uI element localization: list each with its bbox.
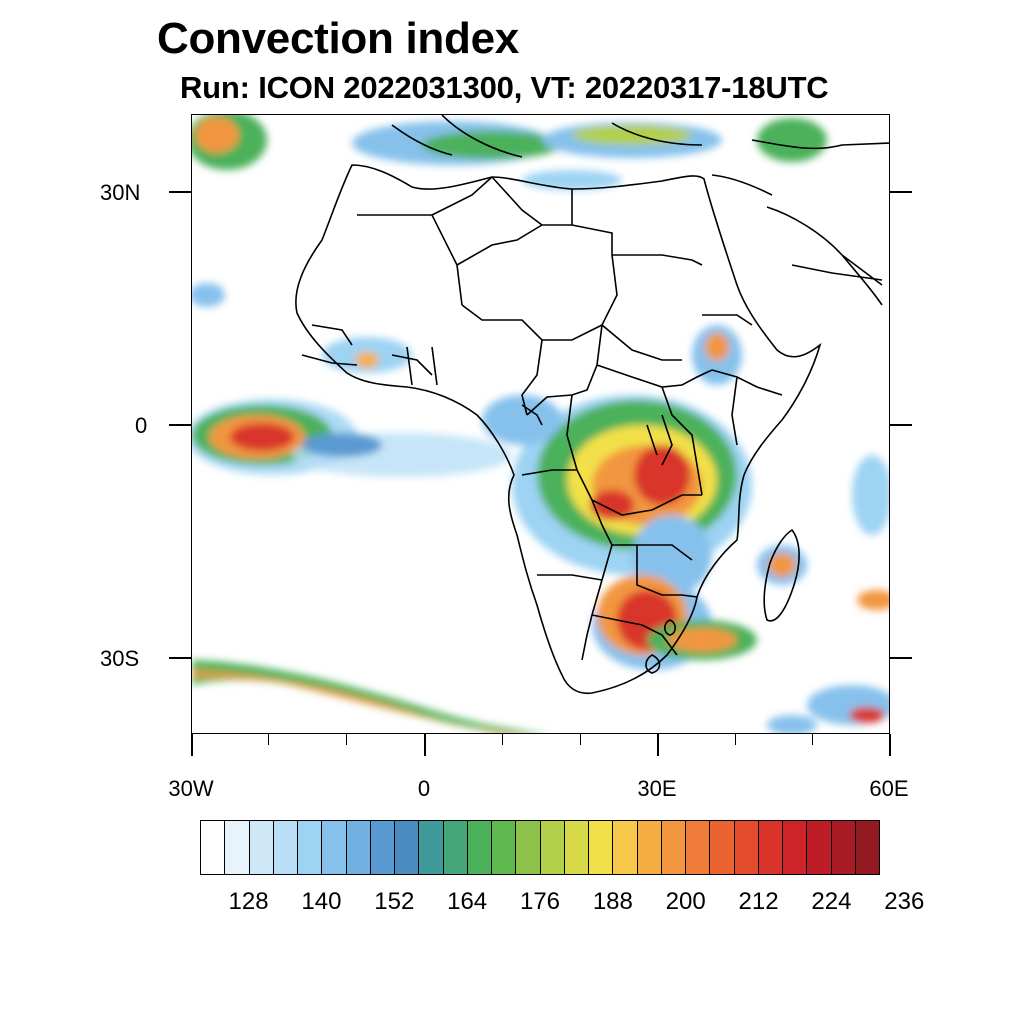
lat-label-0: 0	[135, 413, 148, 438]
colorbar-swatch	[516, 821, 541, 874]
map-panel	[191, 114, 890, 734]
colorbar-swatch	[370, 821, 395, 874]
colorbar-swatch	[686, 821, 711, 874]
colorbar-swatch	[758, 821, 783, 874]
colorbar-label: 188	[592, 888, 633, 915]
x-tick-60e	[889, 734, 891, 756]
x-minor-tick	[346, 734, 347, 745]
lon-label-30w: 30W	[168, 776, 214, 801]
y-tick-30s	[169, 657, 191, 659]
colorbar-label: 176	[519, 888, 561, 915]
x-tick-0	[424, 734, 426, 756]
y-tick-right-0	[890, 424, 912, 426]
colorbar-swatch	[467, 821, 492, 874]
coastlines-and-borders	[295, 115, 889, 695]
y-tick-0	[169, 424, 191, 426]
x-minor-tick	[268, 734, 269, 745]
colorbar-swatch	[395, 821, 420, 874]
x-minor-tick	[735, 734, 736, 745]
colorbar-swatch	[855, 821, 879, 874]
colorbar-swatch	[613, 821, 638, 874]
map-title: Convection index	[157, 14, 519, 63]
colorbar-swatch	[540, 821, 565, 874]
colorbar-swatch	[249, 821, 274, 874]
convection-field	[192, 115, 889, 733]
colorbar-swatch	[322, 821, 347, 874]
colorbar-label: 152	[374, 888, 415, 915]
colorbar-label: 236	[884, 888, 925, 915]
colorbar-swatch	[346, 821, 371, 874]
colorbar-swatch	[783, 821, 808, 874]
colorbar-swatch	[637, 821, 662, 874]
x-minor-tick	[580, 734, 581, 745]
colorbar-swatch	[710, 821, 735, 874]
map-subtitle: Run: ICON 2022031300, VT: 20220317-18UTC	[180, 70, 829, 105]
colorbar-label: 200	[665, 888, 706, 915]
madagascar-coastline	[763, 528, 800, 622]
colorbar-swatch	[298, 821, 323, 874]
colorbar-swatch	[661, 821, 686, 874]
x-tick-30e	[657, 734, 659, 756]
africa-coastline	[295, 164, 822, 695]
lat-label-30n: 30N	[100, 180, 141, 205]
colorbar-label: 128	[228, 888, 269, 915]
x-minor-tick	[812, 734, 813, 745]
colorbar-swatch	[201, 821, 226, 874]
lon-label-30e: 30E	[637, 776, 677, 801]
colorbar-swatch	[831, 821, 856, 874]
lon-label-0: 0	[417, 776, 431, 801]
colorbar-swatch	[807, 821, 832, 874]
colorbar-label: 224	[811, 888, 852, 915]
x-minor-tick	[502, 734, 503, 745]
colorbar-label: 164	[447, 888, 488, 915]
colorbar-swatch	[225, 821, 250, 874]
y-tick-right-30n	[890, 191, 912, 193]
y-tick-right-30s	[890, 657, 912, 659]
colorbar	[200, 820, 880, 875]
colorbar-swatch	[589, 821, 614, 874]
colorbar-swatch	[492, 821, 517, 874]
colorbar-swatch	[564, 821, 589, 874]
africa-map	[192, 115, 889, 733]
colorbar-swatch	[273, 821, 298, 874]
colorbar-swatch	[419, 821, 444, 874]
lat-label-30s: 30S	[100, 646, 140, 671]
x-tick-30w	[191, 734, 193, 756]
colorbar-swatch	[734, 821, 759, 874]
colorbar-label: 212	[738, 888, 779, 915]
y-tick-30n	[169, 191, 191, 193]
colorbar-label: 140	[301, 888, 342, 915]
lon-label-60e: 60E	[869, 776, 909, 801]
colorbar-swatch	[443, 821, 468, 874]
